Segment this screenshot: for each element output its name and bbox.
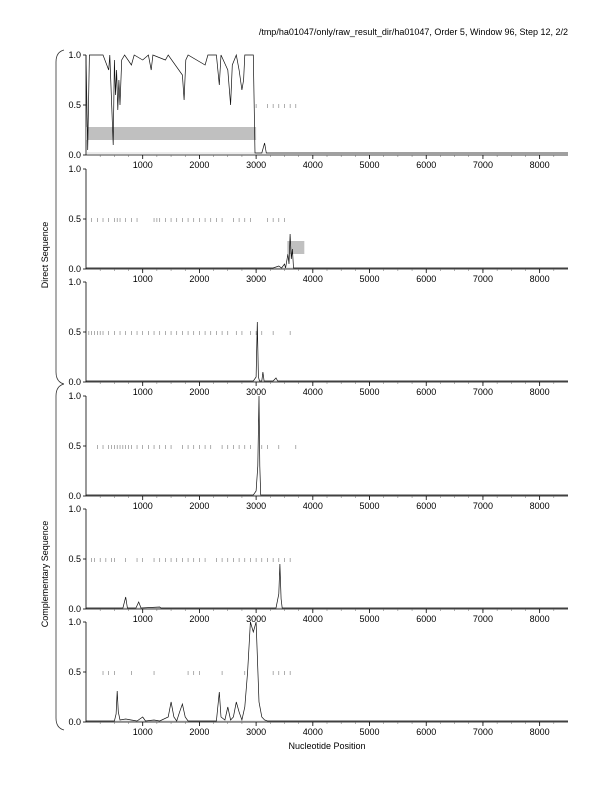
x-tick-label: 1000	[133, 160, 153, 170]
x-tick-label: 4000	[303, 614, 323, 624]
group-brace-direct	[55, 49, 65, 385]
series-line	[86, 321, 568, 382]
x-tick-label: 4000	[303, 501, 323, 511]
y-tick-label: 0.5	[68, 100, 81, 110]
y-tick-label: 0.0	[68, 377, 81, 387]
y-tick-label: 0.5	[68, 554, 81, 564]
x-tick-label: 6000	[416, 501, 436, 511]
x-tick-label: 7000	[473, 274, 493, 284]
y-tick-label: 0.0	[68, 604, 81, 614]
page-title: /tmp/ha01047/only/raw_result_dir/ha01047…	[258, 27, 568, 37]
group-label-complementary: Complementary Sequence	[40, 521, 50, 628]
panel-3: 0.0 0.5 1.0 1000 2000 3000 4000 5000 6000 7000 800…	[68, 277, 568, 397]
x-tick-label: 5000	[360, 727, 380, 737]
x-tick-label: 6000	[416, 387, 436, 397]
x-tick-label: 8000	[530, 501, 550, 511]
x-tick-label: 7000	[473, 501, 493, 511]
x-tick-label: 2000	[189, 727, 209, 737]
panel-2: 0.0 0.5 1.0 1000 2000 3000 4000 5000 6000 7000 800…	[68, 164, 568, 284]
x-tick-label: 8000	[530, 160, 550, 170]
y-tick-label: 1.0	[68, 504, 81, 514]
x-tick-label: 4000	[303, 160, 323, 170]
x-tick-label: 8000	[530, 727, 550, 737]
x-tick-label: 1000	[133, 387, 153, 397]
x-tick-label: 5000	[360, 387, 380, 397]
x-tick-label: 3000	[246, 160, 266, 170]
series-line	[86, 563, 568, 609]
y-tick-label: 0.0	[68, 264, 81, 274]
x-tick-label: 1000	[133, 274, 153, 284]
x-tick-label: 1000	[133, 727, 153, 737]
x-tick-label: 6000	[416, 274, 436, 284]
x-tick-label: 5000	[360, 274, 380, 284]
x-tick-label: 7000	[473, 614, 493, 624]
y-tick-label: 0.5	[68, 667, 81, 677]
y-tick-label: 0.5	[68, 327, 81, 337]
y-tick-label: 1.0	[68, 50, 81, 60]
y-tick-label: 0.0	[68, 717, 81, 727]
x-tick-label: 2000	[189, 387, 209, 397]
x-tick-label: 3000	[246, 614, 266, 624]
x-tick-label: 1000	[133, 501, 153, 511]
group-brace-complementary	[55, 383, 65, 731]
highlight-region	[86, 127, 257, 140]
panels-layer: 0.0 0.5 1.0 1000 2000 3000 4000 5000 6000 7000 800…	[68, 50, 568, 737]
x-tick-label: 5000	[360, 614, 380, 624]
x-tick-label: 7000	[473, 387, 493, 397]
x-tick-label: 7000	[473, 160, 493, 170]
x-tick-label: 8000	[530, 614, 550, 624]
series-line	[85, 53, 568, 154]
series-line	[86, 233, 568, 269]
panel-1: 0.0 0.5 1.0 1000 2000 3000 4000 5000 6000 7000 800…	[68, 50, 568, 170]
x-tick-label: 6000	[416, 160, 436, 170]
highlight-region	[287, 241, 305, 254]
x-tick-label: 3000	[246, 501, 266, 511]
series-line	[86, 395, 568, 496]
x-tick-label: 8000	[530, 274, 550, 284]
y-tick-label: 0.5	[68, 441, 81, 451]
x-tick-label: 3000	[246, 387, 266, 397]
x-tick-label: 7000	[473, 727, 493, 737]
group-label-direct: Direct Sequence	[40, 222, 50, 289]
x-tick-label: 5000	[360, 501, 380, 511]
x-tick-label: 6000	[416, 614, 436, 624]
x-tick-label: 8000	[530, 387, 550, 397]
series-line	[86, 621, 568, 722]
x-tick-label: 4000	[303, 274, 323, 284]
panel-6: 0.0 0.5 1.0 1000 2000 3000 4000 5000 6000 7000 800…	[68, 617, 568, 737]
x-tick-label: 6000	[416, 727, 436, 737]
panel-5: 0.0 0.5 1.0 1000 2000 3000 4000 5000 6000 7000 800…	[68, 504, 568, 624]
x-tick-label: 2000	[189, 501, 209, 511]
y-tick-label: 1.0	[68, 617, 81, 627]
x-tick-label: 3000	[246, 727, 266, 737]
panel-4: 0.0 0.5 1.0 1000 2000 3000 4000 5000 6000 7000 800…	[68, 391, 568, 511]
x-tick-label: 2000	[189, 614, 209, 624]
y-tick-label: 1.0	[68, 164, 81, 174]
y-tick-label: 1.0	[68, 277, 81, 287]
x-tick-label: 1000	[133, 614, 153, 624]
x-axis-title: Nucleotide Position	[288, 741, 365, 751]
x-tick-label: 4000	[303, 727, 323, 737]
x-tick-label: 2000	[189, 160, 209, 170]
x-tick-label: 5000	[360, 160, 380, 170]
x-tick-label: 3000	[246, 274, 266, 284]
x-tick-label: 2000	[189, 274, 209, 284]
y-tick-label: 0.5	[68, 214, 81, 224]
y-tick-label: 1.0	[68, 391, 81, 401]
y-tick-label: 0.0	[68, 491, 81, 501]
x-tick-label: 4000	[303, 387, 323, 397]
y-tick-label: 0.0	[68, 150, 81, 160]
